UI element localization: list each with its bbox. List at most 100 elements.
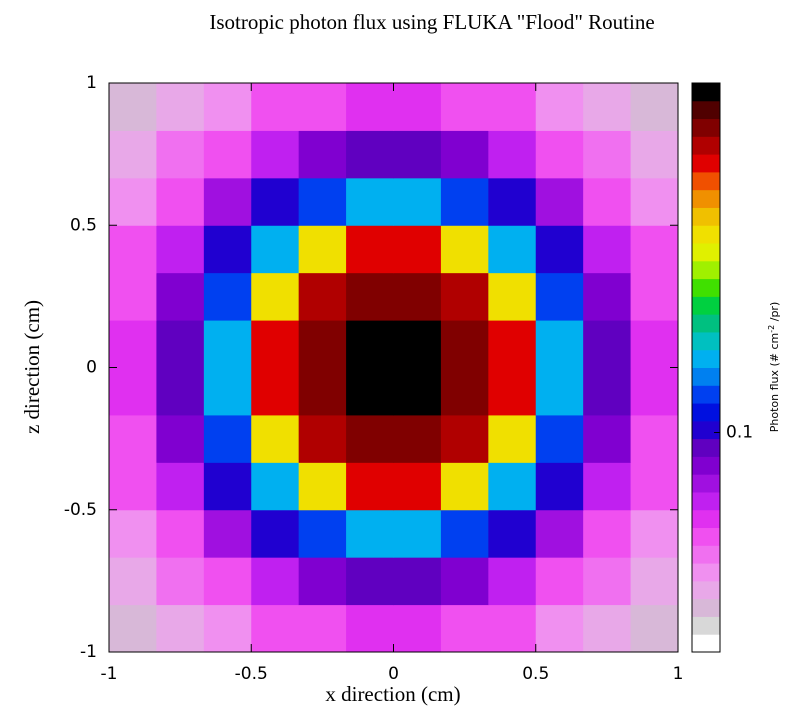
heatmap-cell: [251, 130, 300, 179]
heatmap-cell: [251, 320, 300, 369]
chart-title: Isotropic photon flux using FLUKA "Flood…: [209, 10, 654, 34]
colorbar-label-sup: -2: [767, 325, 776, 333]
heatmap-cell: [535, 462, 584, 511]
heatmap-cell: [298, 320, 347, 369]
colorbar-swatch: [692, 580, 720, 600]
heatmap-cell: [298, 177, 347, 226]
heatmap-cell: [535, 320, 584, 369]
heatmap-cell: [393, 557, 442, 606]
colorbar-swatch: [692, 456, 720, 475]
colorbar-swatch: [692, 278, 720, 297]
colorbar-swatch: [692, 189, 720, 208]
heatmap-cell: [440, 604, 489, 653]
heatmap-cell: [583, 177, 632, 226]
x-tick-label: -1: [101, 664, 118, 684]
y-tick-label: 0.5: [70, 215, 97, 235]
colorbar-frame: [691, 82, 721, 653]
heatmap-cell: [298, 367, 347, 416]
heatmap-cell: [630, 130, 679, 179]
heatmap-cell: [251, 225, 300, 274]
heatmap-cell: [298, 82, 347, 131]
colorbar-swatch: [692, 527, 720, 546]
colorbar-swatch: [692, 296, 720, 315]
colorbar-swatch: [692, 385, 720, 404]
heatmap-cell: [583, 604, 632, 653]
heatmap-cell: [251, 557, 300, 606]
colorbar-label-part: /pr): [768, 302, 781, 325]
colorbar-swatch: [692, 243, 720, 262]
colorbar-swatch: [692, 136, 720, 155]
heatmap-cell: [583, 272, 632, 321]
heatmap-cell: [108, 509, 157, 558]
heatmap-cell: [251, 367, 300, 416]
heatmap-cell: [346, 272, 395, 321]
heatmap-cell: [156, 82, 205, 131]
heatmap-cell: [393, 225, 442, 274]
heatmap-cell: [108, 272, 157, 321]
colorbar-swatch: [692, 420, 720, 440]
heatmap-cell: [346, 462, 395, 511]
colorbar-label: Photon flux (# cm-2 /pr): [767, 302, 782, 433]
heatmap-cell: [108, 367, 157, 416]
heatmap-cell: [251, 177, 300, 226]
heatmap-cell: [488, 557, 537, 606]
heatmap-cell: [346, 225, 395, 274]
heatmap-cell: [108, 557, 157, 606]
colorbar-tick-label: 0.1: [726, 422, 753, 442]
colorbar-swatch: [692, 83, 720, 102]
heatmap-cell: [108, 177, 157, 226]
colorbar-swatch: [692, 260, 720, 280]
heatmap-cell: [393, 177, 442, 226]
heatmap-cell: [251, 272, 300, 321]
heatmap-cell: [440, 82, 489, 131]
heatmap-cell: [156, 509, 205, 558]
heatmap-cell: [535, 557, 584, 606]
x-tick-label: 1: [673, 664, 684, 684]
heatmap-cell: [346, 130, 395, 179]
heatmap-cell: [156, 272, 205, 321]
colorbar-swatch: [692, 403, 720, 422]
heatmap-cell: [393, 414, 442, 463]
heatmap-cell: [203, 557, 252, 606]
heatmap-cell: [393, 320, 442, 369]
heatmap-cell: [630, 604, 679, 653]
heatmap-cell: [203, 414, 252, 463]
y-tick-label: 1: [86, 73, 97, 93]
x-tick-label: -0.5: [235, 664, 268, 684]
heatmap-cell: [630, 557, 679, 606]
heatmap-cell: [488, 509, 537, 558]
heatmap-cell: [346, 320, 395, 369]
heatmap-cell: [630, 177, 679, 226]
heatmap-cell: [488, 225, 537, 274]
x-tick-label: 0: [388, 664, 399, 684]
heatmap-cell: [583, 225, 632, 274]
heatmap-cell: [535, 272, 584, 321]
heatmap-cell: [583, 367, 632, 416]
heatmap-cell: [156, 320, 205, 369]
heatmap-cell: [488, 130, 537, 179]
heatmap-cell: [156, 130, 205, 179]
heatmap-cell: [535, 225, 584, 274]
heatmap-cell: [393, 462, 442, 511]
heatmap-cell: [298, 462, 347, 511]
heatmap-cell: [203, 320, 252, 369]
heatmap-cell: [440, 509, 489, 558]
colorbar-swatch: [692, 331, 720, 351]
colorbar-swatch: [692, 474, 720, 493]
colorbar-swatch: [692, 367, 720, 386]
colorbar-swatch: [692, 207, 720, 226]
heatmap-cell: [630, 320, 679, 369]
heatmap-cell: [156, 557, 205, 606]
heatmap-cell: [108, 320, 157, 369]
heatmap-cell: [251, 604, 300, 653]
heatmap-cell: [440, 225, 489, 274]
colorbar-swatch: [692, 563, 720, 582]
heatmap-cell: [535, 367, 584, 416]
heatmap-cell: [251, 414, 300, 463]
heatmap-cell: [108, 414, 157, 463]
heatmap-cell: [488, 272, 537, 321]
heatmap-cell: [583, 557, 632, 606]
heatmap-cell: [488, 367, 537, 416]
heatmap-cell: [535, 509, 584, 558]
